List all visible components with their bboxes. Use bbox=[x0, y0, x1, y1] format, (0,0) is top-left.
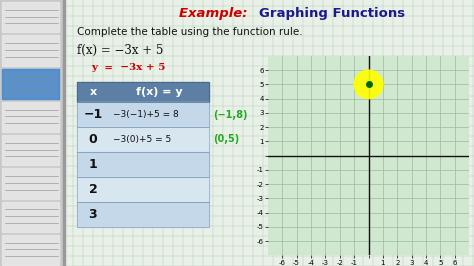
Bar bbox=[2, 102, 59, 132]
Text: f(x) = y: f(x) = y bbox=[136, 87, 182, 97]
Text: Graphing Functions: Graphing Functions bbox=[259, 7, 405, 20]
Text: −1: −1 bbox=[83, 108, 103, 121]
Text: 2: 2 bbox=[89, 183, 97, 196]
Text: (−1,8): (−1,8) bbox=[213, 110, 247, 119]
Text: 0: 0 bbox=[89, 133, 97, 146]
Bar bbox=[77, 82, 209, 102]
Text: 1: 1 bbox=[89, 158, 97, 171]
Text: x: x bbox=[90, 87, 97, 97]
Bar bbox=[0, 0, 63, 266]
Bar bbox=[77, 177, 209, 202]
Bar bbox=[2, 135, 59, 165]
Text: (0,5): (0,5) bbox=[213, 135, 239, 144]
Bar bbox=[77, 202, 209, 227]
Circle shape bbox=[354, 70, 383, 99]
Bar bbox=[2, 35, 59, 65]
Bar bbox=[2, 235, 59, 265]
Text: Example:: Example: bbox=[179, 7, 257, 20]
Bar bbox=[77, 152, 209, 177]
Text: −3(0)+5 = 5: −3(0)+5 = 5 bbox=[113, 135, 171, 144]
Bar bbox=[77, 202, 209, 227]
Bar bbox=[2, 2, 59, 32]
Text: f(x) = −3x + 5: f(x) = −3x + 5 bbox=[77, 44, 164, 56]
Text: −3(−1)+5 = 8: −3(−1)+5 = 8 bbox=[113, 110, 179, 119]
Bar bbox=[77, 102, 209, 127]
Text: y  =  −3x + 5: y = −3x + 5 bbox=[91, 63, 165, 72]
Bar bbox=[63, 0, 65, 266]
Text: 3: 3 bbox=[89, 208, 97, 221]
Bar bbox=[77, 102, 209, 127]
Bar bbox=[77, 127, 209, 152]
Text: Complete the table using the function rule.: Complete the table using the function ru… bbox=[77, 27, 302, 37]
Bar bbox=[77, 127, 209, 152]
Bar bbox=[2, 202, 59, 232]
Bar bbox=[2, 69, 59, 99]
Bar bbox=[77, 82, 209, 102]
Bar bbox=[2, 168, 59, 198]
Bar bbox=[77, 177, 209, 202]
Bar bbox=[77, 152, 209, 177]
